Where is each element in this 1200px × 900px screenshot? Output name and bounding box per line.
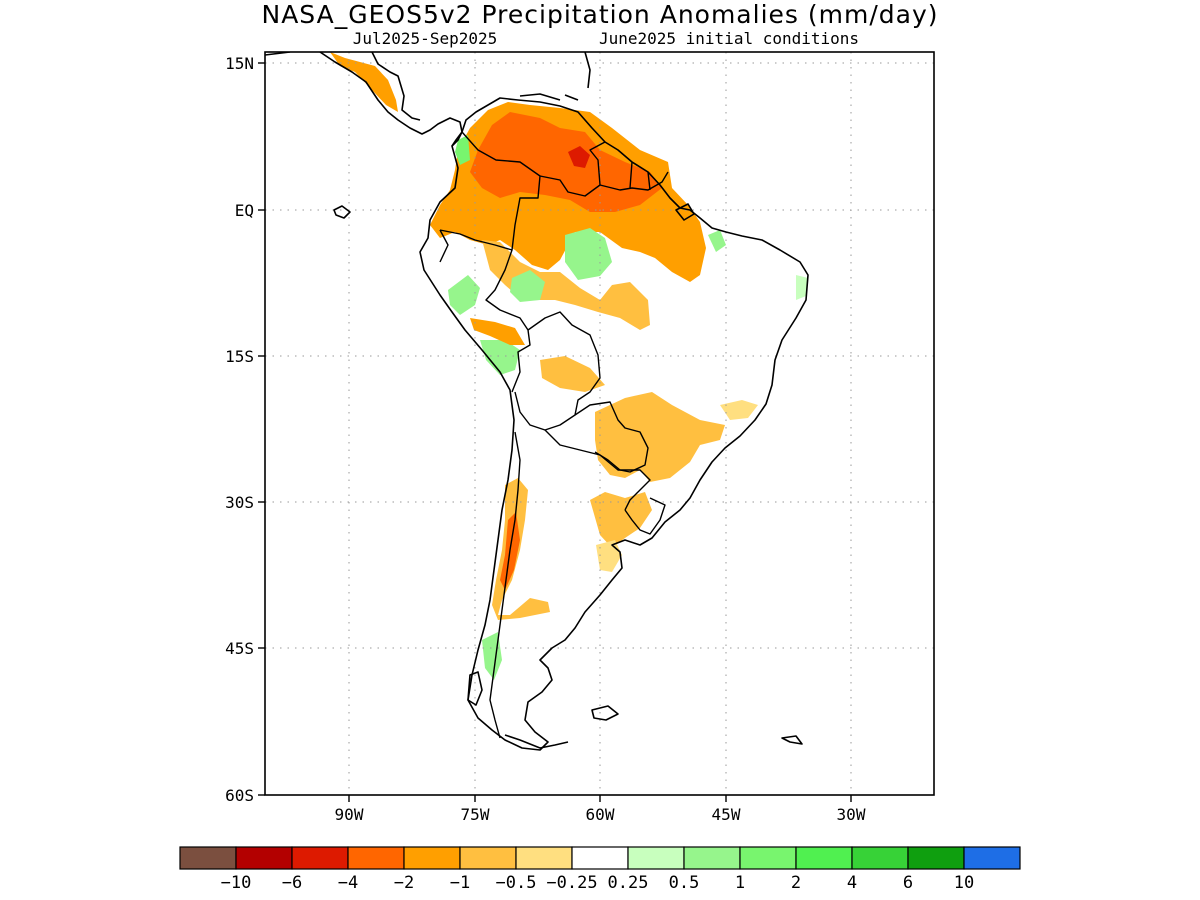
border-ecuador [439, 229, 449, 263]
anomaly-region-southern-brazil-coast [720, 400, 758, 420]
map-area [265, 52, 934, 795]
colorbar-label-6: −0.25 [546, 873, 597, 893]
anomaly-region-peru-dry [470, 318, 525, 345]
initial-conditions-label: June2025 initial conditions [599, 29, 859, 48]
country-borders [439, 131, 669, 739]
anomaly-region-central-america [330, 52, 398, 112]
lat-label-60s: 60S [225, 786, 254, 805]
colorbar-swatch-3 [347, 846, 405, 870]
caribbean-islands [519, 52, 591, 101]
lon-label-60w: 60W [586, 805, 615, 824]
colorbar-label-10: 2 [791, 873, 801, 893]
colorbar-label-13: 10 [954, 873, 974, 893]
border-argentina-north [544, 429, 651, 511]
colorbar-swatch-0 [179, 846, 237, 870]
anomaly-region-amazon-wet [565, 228, 612, 280]
colorbar-swatch-11 [795, 846, 853, 870]
anomaly-region-ne-brazil-wet [708, 230, 726, 252]
lat-label-15n: 15N [225, 54, 254, 73]
colorbar-swatch-2 [291, 846, 349, 870]
colorbar-label-12: 6 [903, 873, 913, 893]
border-bolivia [514, 311, 601, 431]
colorbar-swatch-13 [907, 846, 965, 870]
colorbar-swatch-1 [235, 846, 293, 870]
colorbar-label-9: 1 [735, 873, 745, 893]
colorbar-label-5: −0.5 [496, 873, 537, 893]
anomaly-region-patagonia-wet [482, 632, 502, 680]
colorbar-label-4: −1 [450, 873, 470, 893]
anomaly-region-southern-brazil-dry [595, 392, 725, 482]
anomaly-region-uruguay-dry [590, 492, 652, 548]
lat-label-30s: 30S [225, 493, 254, 512]
map-title: NASA_GEOS5v2 Precipitation Anomalies (mm… [262, 0, 939, 29]
falkland-islands [591, 705, 619, 721]
anomaly-region-central-brazil-dry [540, 356, 605, 392]
anomaly-region-amazon-wet-2 [510, 270, 545, 302]
lat-label-45s: 45S [225, 639, 254, 658]
colorbar-swatch-8 [627, 846, 685, 870]
colorbar-swatch-10 [739, 846, 797, 870]
colorbar-swatch-12 [851, 846, 909, 870]
colorbar-swatch-5 [459, 846, 517, 870]
longitude-axis: 90W 75W 60W 45W 30W [335, 795, 866, 824]
colorbar-swatch-6 [515, 846, 573, 870]
border-uruguay [624, 497, 666, 535]
anomaly-region-north-strong [568, 146, 590, 168]
anomaly-region-peru-wet [448, 275, 480, 315]
colorbar-label-8: 0.5 [669, 873, 700, 893]
border-guianas [599, 161, 669, 191]
tierra-del-fuego [504, 734, 569, 749]
border-colombia [439, 131, 541, 251]
galapagos-islands [333, 205, 351, 219]
period-label: Jul2025-Sep2025 [353, 29, 498, 48]
colorbar-swatch-14 [963, 846, 1021, 870]
south-america-coast [419, 97, 809, 751]
central-america-caribbean [371, 52, 421, 121]
marajo-island [675, 203, 695, 221]
colorbar-label-1: −6 [282, 873, 302, 893]
anomaly-region-ne-coast-wet [796, 275, 808, 300]
colorbar-label-7: 0.25 [608, 873, 649, 893]
border-paraguay [574, 401, 649, 473]
latitude-axis: 15N EQ 15S 30S 45S 60S [225, 54, 265, 805]
anomaly-region-colombia-wet [455, 135, 470, 165]
lat-label-15s: 15S [225, 347, 254, 366]
lon-label-75w: 75W [461, 805, 490, 824]
colorbar: −10 −6 −4 −2 −1 −0.5 −0.25 0.25 0.5 1 2 4 6 10 [179, 846, 1021, 893]
colorbar-label-11: 4 [847, 873, 857, 893]
anomaly-region-north-moderate [470, 112, 662, 212]
anomaly-region-bolivia-wet [480, 340, 520, 375]
colorbar-label-3: −2 [394, 873, 414, 893]
border-argentina-chile [489, 431, 521, 739]
lon-label-90w: 90W [335, 805, 364, 824]
border-venezuela [539, 141, 606, 197]
anomaly-region-north-margin [482, 240, 650, 330]
lat-label-eq: EQ [235, 201, 254, 220]
colorbar-label-2: −4 [338, 873, 358, 893]
anomaly-region-andes-dry [492, 478, 550, 620]
anomaly-shading [330, 52, 808, 680]
chile-islands [467, 671, 483, 706]
lon-label-30w: 30W [837, 805, 866, 824]
colorbar-label-0: −10 [221, 873, 252, 893]
colorbar-swatch-7 [571, 846, 629, 870]
colorbar-swatch-4 [403, 846, 461, 870]
border-peru-brazil [485, 249, 531, 393]
colorbar-swatch-9 [683, 846, 741, 870]
coastlines [265, 52, 809, 751]
south-georgia [781, 735, 803, 745]
lon-label-45w: 45W [712, 805, 741, 824]
